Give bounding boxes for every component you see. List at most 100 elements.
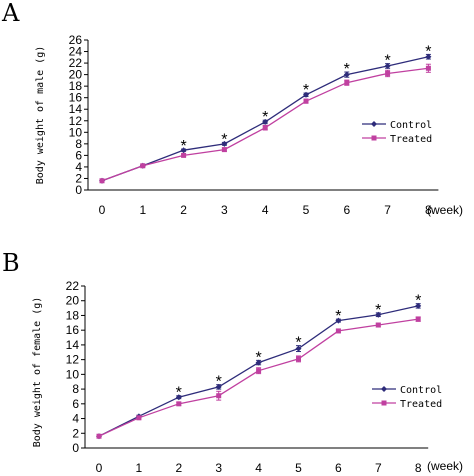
y-tick-label: 10 — [69, 125, 83, 139]
significance-star: * — [295, 335, 301, 352]
y-tick-label: 18 — [69, 79, 83, 93]
data-point-control — [262, 118, 269, 125]
data-point-control — [180, 147, 187, 154]
y-tick-label: 2 — [75, 171, 82, 185]
panel-letter-a: A — [1, 0, 20, 27]
data-point-control — [425, 53, 432, 60]
x-tick-label: 4 — [262, 203, 269, 217]
series-line-treated — [98, 318, 419, 437]
y-tick-label: 16 — [66, 323, 80, 337]
x-tick-label: 5 — [303, 203, 310, 217]
y-tick-label: 16 — [69, 91, 83, 105]
data-point-treated — [425, 65, 431, 71]
data-point-treated — [140, 163, 146, 169]
x-tick-label: 8 — [415, 461, 422, 475]
data-point-control — [175, 394, 182, 401]
x-tick-label: 0 — [99, 203, 106, 217]
data-point-control — [295, 345, 302, 352]
y-tick-label: 0 — [72, 441, 79, 455]
significance-star: * — [415, 293, 421, 310]
data-point-treated — [181, 152, 187, 158]
y-axis-label-male: Body weight of male (g) — [35, 46, 46, 184]
y-tick-label: 4 — [72, 412, 79, 426]
data-point-treated — [176, 401, 182, 407]
data-point-control — [415, 302, 422, 309]
legend-marker-control — [371, 121, 377, 127]
data-point-treated — [221, 147, 227, 153]
x-tick-label: 1 — [139, 203, 146, 217]
x-tick-label: 7 — [375, 461, 382, 475]
y-tick-label: 8 — [72, 382, 79, 396]
x-axis-unit-female: (week) — [427, 459, 463, 473]
legend-marker-control — [381, 386, 387, 392]
data-point-control — [255, 359, 262, 366]
data-point-treated — [303, 98, 309, 104]
x-tick-label: 2 — [180, 203, 187, 217]
data-point-control — [343, 71, 350, 78]
legend-label-treated: Treated — [400, 399, 442, 410]
significance-star: * — [180, 138, 186, 155]
y-axis-label-female: Body weight of female (g) — [32, 297, 43, 448]
y-tick-label: 8 — [75, 137, 82, 151]
x-tick-label: 1 — [136, 461, 143, 475]
significance-star: * — [375, 302, 381, 319]
data-point-control — [303, 91, 309, 98]
significance-star: * — [255, 349, 261, 366]
y-tick-label: 20 — [66, 294, 80, 308]
data-point-treated — [96, 433, 102, 439]
data-point-treated — [262, 125, 268, 131]
panel-female-body-weight: B Body weight of female (g) (week) 02468… — [2, 249, 463, 475]
data-point-treated — [415, 316, 421, 322]
data-point-control — [384, 62, 391, 69]
y-tick-label: 14 — [66, 338, 80, 352]
x-tick-label: 0 — [96, 461, 103, 475]
data-point-control — [221, 140, 228, 147]
y-tick-label: 12 — [69, 114, 83, 128]
panel-letter-b: B — [2, 249, 20, 277]
data-point-treated — [136, 415, 142, 421]
legend-marker-treated — [381, 400, 387, 406]
data-point-control — [375, 311, 382, 318]
significance-star: * — [216, 374, 222, 391]
y-tick-label: 10 — [66, 367, 80, 381]
significance-star: * — [344, 61, 350, 78]
significance-star: * — [221, 131, 227, 148]
legend-label-control: Control — [400, 385, 442, 396]
significance-star: * — [176, 385, 182, 402]
data-point-treated — [296, 356, 301, 362]
x-tick-label: 8 — [425, 203, 432, 217]
data-point-treated — [344, 80, 350, 86]
significance-star: * — [425, 43, 431, 60]
legend-label-control: Control — [390, 120, 432, 131]
x-tick-label: 6 — [343, 203, 350, 217]
data-point-treated — [335, 328, 341, 334]
significance-star: * — [384, 53, 390, 70]
y-tick-label: 20 — [69, 68, 83, 82]
significance-star: * — [262, 109, 268, 126]
y-tick-label: 24 — [69, 45, 83, 59]
x-tick-label: 5 — [295, 461, 302, 475]
x-tick-label: 3 — [221, 203, 228, 217]
y-tick-label: 22 — [66, 279, 80, 293]
x-tick-label: 3 — [215, 461, 222, 475]
data-point-treated — [99, 178, 105, 184]
legend-label-treated: Treated — [390, 134, 432, 145]
legend: Control Treated — [362, 120, 432, 145]
data-point-treated — [375, 322, 381, 328]
legend-marker-treated — [371, 135, 377, 141]
y-tick-label: 26 — [69, 33, 83, 47]
y-tick-label: 12 — [66, 353, 80, 367]
significance-star: * — [303, 82, 309, 99]
y-tick-label: 6 — [72, 397, 79, 411]
y-tick-label: 6 — [75, 148, 82, 162]
y-tick-label: 0 — [75, 183, 82, 197]
legend: Control Treated — [372, 385, 442, 410]
panel-male-body-weight: A Body weight of male (g) (week) 0246810… — [1, 0, 463, 217]
x-tick-label: 6 — [335, 461, 342, 475]
x-tick-label: 2 — [175, 461, 182, 475]
data-point-treated — [256, 368, 262, 374]
x-axis-unit-male: (week) — [427, 203, 463, 217]
data-point-control — [215, 383, 222, 390]
y-tick-label: 4 — [75, 160, 82, 174]
